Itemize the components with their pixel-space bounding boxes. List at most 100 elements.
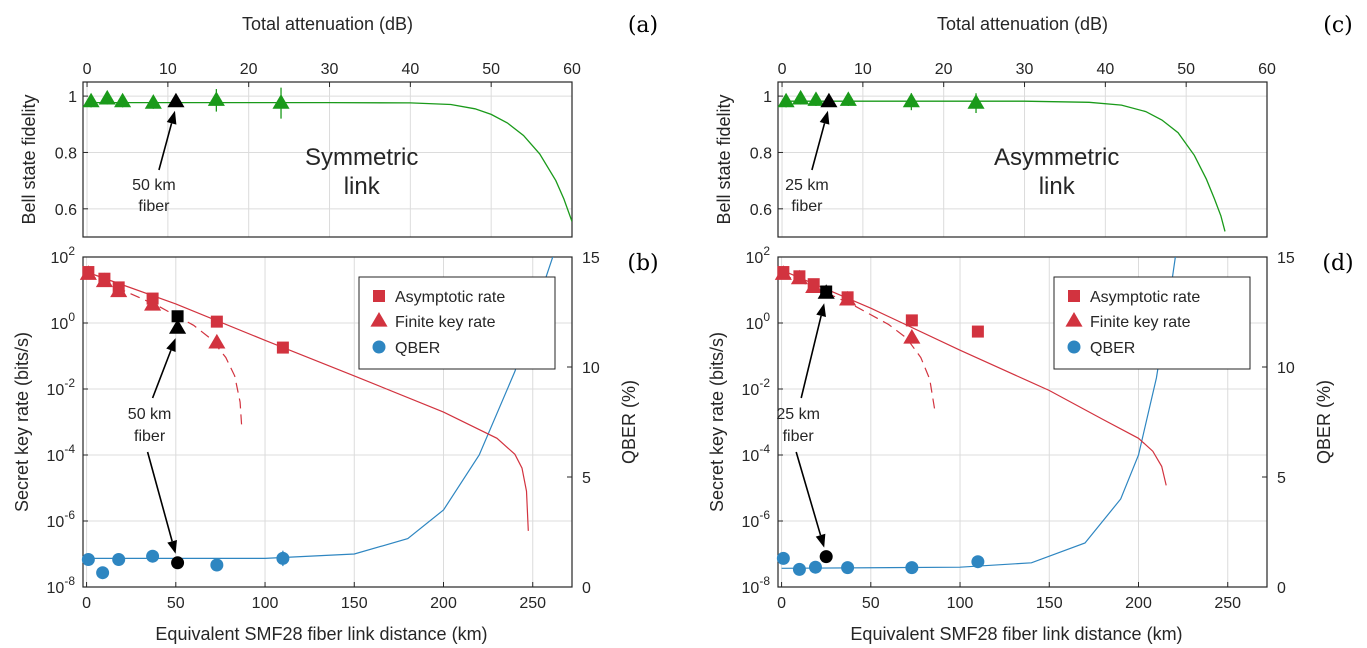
y-tick-label: 100 bbox=[51, 310, 76, 333]
finite-key-rate-point bbox=[95, 272, 113, 288]
x-tick-label: 0 bbox=[83, 61, 92, 78]
x-tick-label: 0 bbox=[778, 61, 787, 78]
fidelity-point bbox=[777, 92, 795, 108]
asymptotic-rate-point bbox=[905, 314, 918, 327]
y-right-axis-label: QBER (%) bbox=[619, 380, 639, 464]
asymptotic-rate-point bbox=[276, 341, 289, 354]
link-label-line1: Symmetric bbox=[305, 144, 418, 171]
axes-box bbox=[777, 256, 1268, 588]
x-tick-label: 20 bbox=[240, 61, 258, 78]
y-right-tick-label: 15 bbox=[1277, 250, 1295, 267]
fidelity-point bbox=[839, 91, 857, 106]
legend-label: Asymptotic rate bbox=[395, 289, 505, 306]
legend-swatch-qber bbox=[372, 340, 386, 354]
x-tick-label: 60 bbox=[563, 61, 581, 78]
fidelity-highlight-point bbox=[820, 92, 838, 108]
x-tick-label: 10 bbox=[854, 61, 872, 78]
panel-label: (d) bbox=[1322, 251, 1353, 276]
legend-label: Finite key rate bbox=[1090, 314, 1191, 331]
axes-box bbox=[777, 81, 1268, 238]
y-tick-label: 10-8 bbox=[47, 574, 76, 597]
y-right-tick-label: 0 bbox=[582, 580, 591, 597]
annotation-arrow-down bbox=[146, 451, 177, 554]
qber-point bbox=[971, 555, 985, 569]
y-right-axis-label: QBER (%) bbox=[1314, 380, 1334, 464]
annotation-arrow-down-shaft bbox=[795, 451, 822, 536]
fidelity-model-line bbox=[782, 100, 1226, 232]
annotation-line1: 25 km bbox=[776, 406, 820, 423]
annotation-arrow-up bbox=[151, 338, 176, 399]
x-tick-label: 50 bbox=[482, 61, 500, 78]
x-tick-label: 50 bbox=[1177, 61, 1195, 78]
x-tick-label: 30 bbox=[1016, 61, 1034, 78]
x-axis-label: Equivalent SMF28 fiber link distance (km… bbox=[155, 624, 487, 644]
x-tick-label: 0 bbox=[777, 595, 786, 612]
finite-key-rate-point bbox=[79, 265, 97, 280]
x-tick-label: 50 bbox=[167, 595, 185, 612]
annotation-line2: fiber bbox=[138, 198, 170, 215]
x-tick-label: 20 bbox=[935, 61, 953, 78]
legend: Asymptotic rate Finite key rate QBER bbox=[1053, 276, 1251, 370]
annotation-arrow-up bbox=[800, 303, 826, 399]
annotation-arrow-up-shaft bbox=[151, 349, 172, 399]
annotation-line1: 25 km bbox=[785, 177, 829, 194]
finite-key-rate-point bbox=[110, 282, 128, 298]
fidelity-point bbox=[272, 94, 290, 109]
annotation-line2: fiber bbox=[791, 198, 823, 215]
annotation-arrow-down bbox=[795, 451, 826, 548]
annotation-line2: fiber bbox=[783, 428, 815, 445]
legend-swatch-asymptotic bbox=[1068, 290, 1080, 302]
fidelity-point bbox=[144, 94, 162, 109]
y-right-tick-label: 5 bbox=[582, 470, 591, 487]
fidelity-point bbox=[792, 89, 810, 105]
link-label-line2: link bbox=[1039, 173, 1076, 200]
annotation-line2: fiber bbox=[134, 428, 166, 445]
annotation-arrow-up-shaft bbox=[800, 315, 822, 399]
y-tick-label: 10-4 bbox=[742, 442, 771, 465]
qber-point bbox=[276, 551, 290, 565]
x-axis-label: Equivalent SMF28 fiber link distance (km… bbox=[850, 624, 1182, 644]
legend-swatch-asymptotic bbox=[373, 290, 385, 302]
x-tick-label: 150 bbox=[1036, 595, 1063, 612]
fidelity-point bbox=[807, 91, 825, 106]
qber-point bbox=[210, 558, 224, 572]
y-tick-label: 100 bbox=[746, 310, 771, 333]
link-label-line1: Asymmetric bbox=[994, 144, 1119, 171]
legend-label: QBER bbox=[1090, 340, 1135, 357]
legend-label: Finite key rate bbox=[395, 314, 496, 331]
y-axis-label: Secret key rate (bits/s) bbox=[707, 332, 727, 512]
x-tick-label: 200 bbox=[1125, 595, 1152, 612]
legend-label: Asymptotic rate bbox=[1090, 289, 1200, 306]
panel-a: 0 10 20 30 40 50 60 Total attenuation (dB) 0.6 0.… bbox=[19, 13, 658, 238]
panel-label: (c) bbox=[1323, 13, 1353, 38]
qber-point bbox=[146, 549, 160, 563]
axes-box bbox=[82, 81, 573, 238]
qber-point bbox=[792, 562, 806, 576]
annotation-arrow-head bbox=[166, 110, 177, 125]
y-axis-label: Secret key rate (bits/s) bbox=[12, 332, 32, 512]
y-right-tick-label: 10 bbox=[582, 360, 600, 377]
y-tick-label: 10-6 bbox=[47, 508, 76, 531]
x-tick-label: 100 bbox=[252, 595, 279, 612]
x-tick-label: 150 bbox=[341, 595, 368, 612]
annotation-arrow-shaft bbox=[811, 123, 826, 171]
panel-c: 0 10 20 30 40 50 60 Total attenuation (dB) 0.6 0.… bbox=[714, 13, 1353, 238]
finite-highlight-point bbox=[169, 319, 187, 334]
qber-highlight-point bbox=[171, 556, 185, 570]
legend: Asymptotic rate Finite key rate QBER bbox=[358, 276, 556, 370]
legend-label: QBER bbox=[395, 340, 440, 357]
x-tick-label: 100 bbox=[947, 595, 974, 612]
x-tick-label: 50 bbox=[862, 595, 880, 612]
x-axis-label: Total attenuation (dB) bbox=[937, 14, 1108, 34]
finite-key-rate-point bbox=[144, 296, 162, 311]
x-tick-label: 60 bbox=[1258, 61, 1276, 78]
y-tick-label: 0.6 bbox=[55, 202, 77, 219]
annotation-arrow-up-head bbox=[816, 303, 826, 318]
legend-swatch-qber bbox=[1067, 340, 1081, 354]
asymptotic-highlight-point bbox=[171, 310, 184, 323]
annotation-line1: 50 km bbox=[132, 177, 176, 194]
annotation-arrow-down-head bbox=[167, 539, 177, 554]
y-tick-label: 10-6 bbox=[742, 508, 771, 531]
